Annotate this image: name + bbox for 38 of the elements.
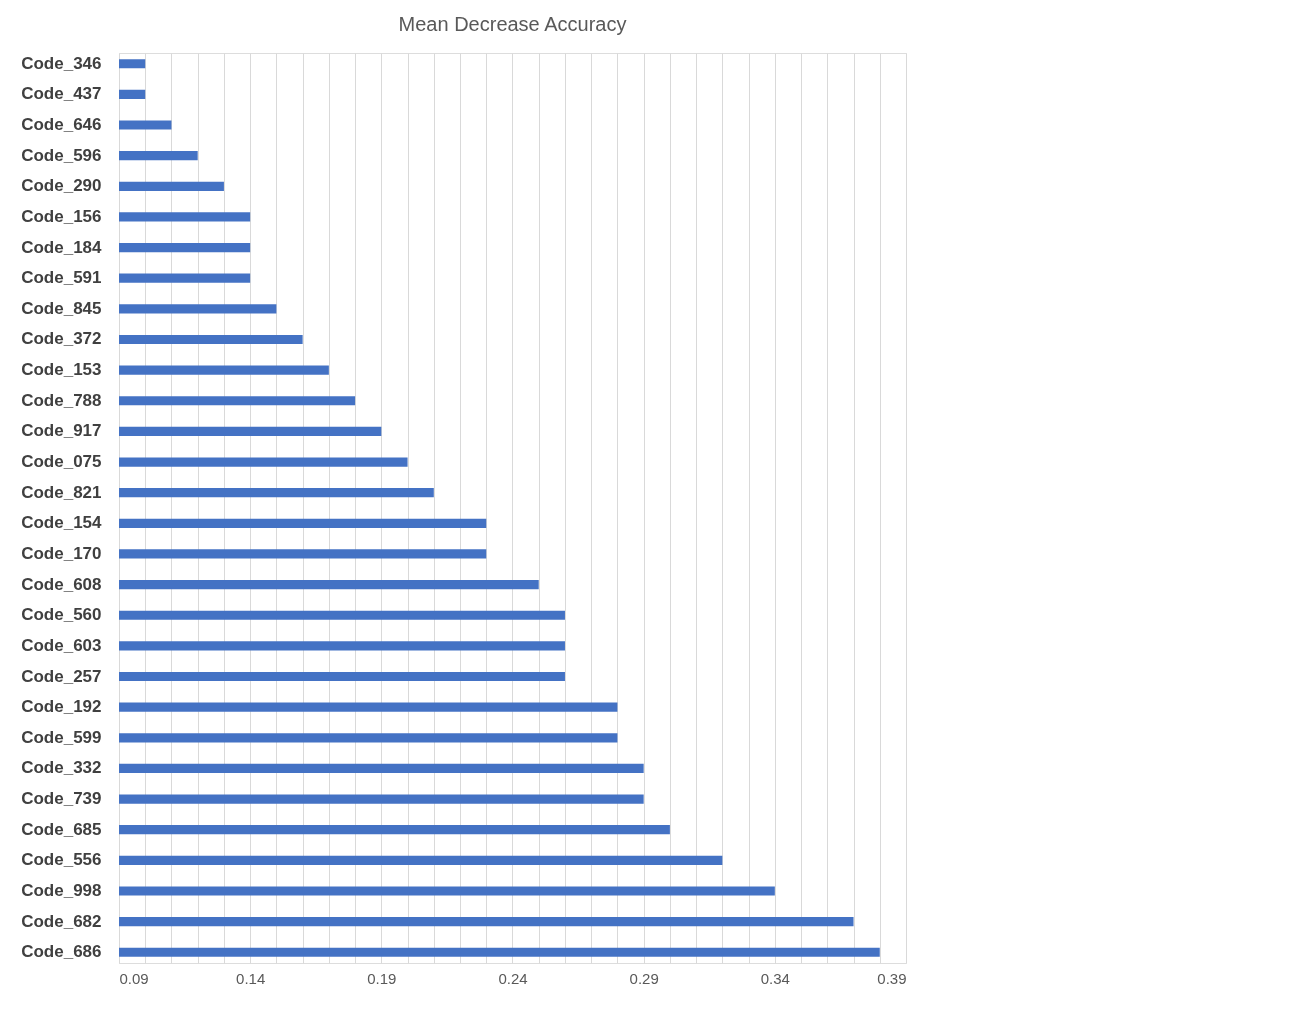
y-tick-label: Code_372 — [21, 329, 102, 349]
x-tick-label: 0.14 — [236, 969, 266, 987]
y-tick-label: Code_075 — [21, 452, 102, 472]
y-tick-label: Code_788 — [21, 390, 102, 410]
x-tick-label: 0.24 — [498, 969, 528, 987]
y-tick-label: Code_821 — [21, 482, 102, 502]
y-tick-label: Code_560 — [21, 605, 102, 625]
x-tick-label: 0.19 — [367, 969, 397, 987]
y-tick-label: Code_192 — [21, 697, 102, 717]
y-tick-label: Code_917 — [21, 421, 102, 441]
y-tick-label: Code_257 — [21, 666, 102, 686]
y-tick-label: Code_437 — [21, 84, 102, 104]
y-tick-label: Code_599 — [21, 727, 102, 747]
y-tick-label: Code_603 — [21, 635, 102, 655]
y-tick-label: Code_998 — [21, 881, 102, 900]
x-tick-label: 0.29 — [629, 969, 659, 987]
y-tick-label: Code_184 — [21, 237, 103, 257]
y-tick-label: Code_290 — [21, 176, 102, 196]
y-tick-label: Code_591 — [21, 268, 102, 288]
y-tick-label: Code_646 — [21, 115, 102, 134]
x-tick-label: 0.39 — [877, 969, 907, 987]
y-tick-label: Code_596 — [21, 145, 102, 165]
y-tick-label: Code_156 — [21, 206, 102, 226]
y-tick-label: Code_739 — [21, 789, 102, 809]
y-tick-label: Code_845 — [21, 298, 102, 318]
x-tick-label: 0.34 — [760, 969, 790, 987]
x-tick-label: 0.09 — [119, 969, 149, 987]
y-tick-label: Code_608 — [21, 574, 102, 594]
y-tick-label: Code_154 — [21, 513, 103, 533]
y-tick-label: Code_685 — [21, 819, 102, 839]
y-tick-label: Code_556 — [21, 850, 102, 870]
y-tick-label: Code_170 — [21, 543, 102, 563]
y-tick-label: Code_332 — [21, 758, 102, 778]
chart-title: Mean Decrease Accuracy — [398, 13, 627, 35]
y-tick-label: Code_686 — [21, 942, 102, 962]
y-tick-label: Code_346 — [21, 53, 102, 73]
y-tick-label: Code_153 — [21, 360, 102, 380]
y-tick-label: Code_682 — [21, 911, 102, 931]
